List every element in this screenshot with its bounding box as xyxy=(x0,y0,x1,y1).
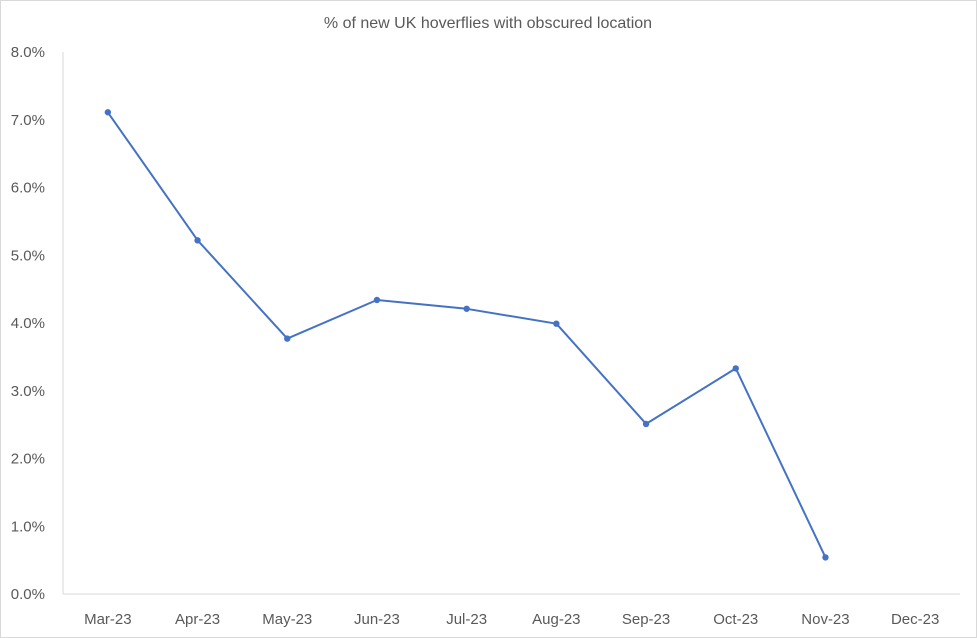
x-axis-tick-labels: Mar-23 Apr-23 May-23 Jun-23 Jul-23 Aug-23 Sep-… xyxy=(84,611,939,628)
y-tick-label: 3.0% xyxy=(11,383,45,400)
x-tick-label: Aug-23 xyxy=(532,611,580,628)
x-tick-label: Nov-23 xyxy=(801,611,849,628)
x-tick-label: Oct-23 xyxy=(713,611,758,628)
y-tick-label: 8.0% xyxy=(11,44,45,61)
axes xyxy=(62,52,960,595)
data-point xyxy=(104,109,112,116)
x-tick-label: Jun-23 xyxy=(354,611,400,628)
data-point xyxy=(284,335,291,342)
y-tick-label: 5.0% xyxy=(11,247,45,264)
x-tick-label: Jul-23 xyxy=(446,611,487,628)
data-point xyxy=(373,296,381,304)
series-group xyxy=(104,109,829,561)
data-point xyxy=(553,320,560,327)
y-tick-label: 0.0% xyxy=(11,586,45,603)
y-tick-label: 2.0% xyxy=(11,451,45,468)
x-tick-label: Apr-23 xyxy=(175,611,220,628)
x-tick-label: Sep-23 xyxy=(622,611,670,628)
data-point xyxy=(732,365,739,372)
data-point xyxy=(822,554,829,561)
y-tick-label: 1.0% xyxy=(11,518,45,535)
y-tick-label: 4.0% xyxy=(11,315,45,332)
x-tick-label: May-23 xyxy=(262,611,312,628)
y-tick-label: 7.0% xyxy=(11,112,45,129)
data-point xyxy=(194,237,201,244)
x-tick-label: Mar-23 xyxy=(84,611,132,628)
data-point xyxy=(642,420,650,428)
series-line xyxy=(106,111,827,558)
y-axis-tick-labels: 0.0% 1.0% 2.0% 3.0% 4.0% 5.0% 6.0% 7.0% 8.0% xyxy=(11,44,45,603)
data-point xyxy=(463,305,470,312)
chart-title: % of new UK hoverflies with obscured loc… xyxy=(324,15,652,32)
y-tick-label: 6.0% xyxy=(11,180,45,197)
x-tick-label: Dec-23 xyxy=(891,611,939,628)
